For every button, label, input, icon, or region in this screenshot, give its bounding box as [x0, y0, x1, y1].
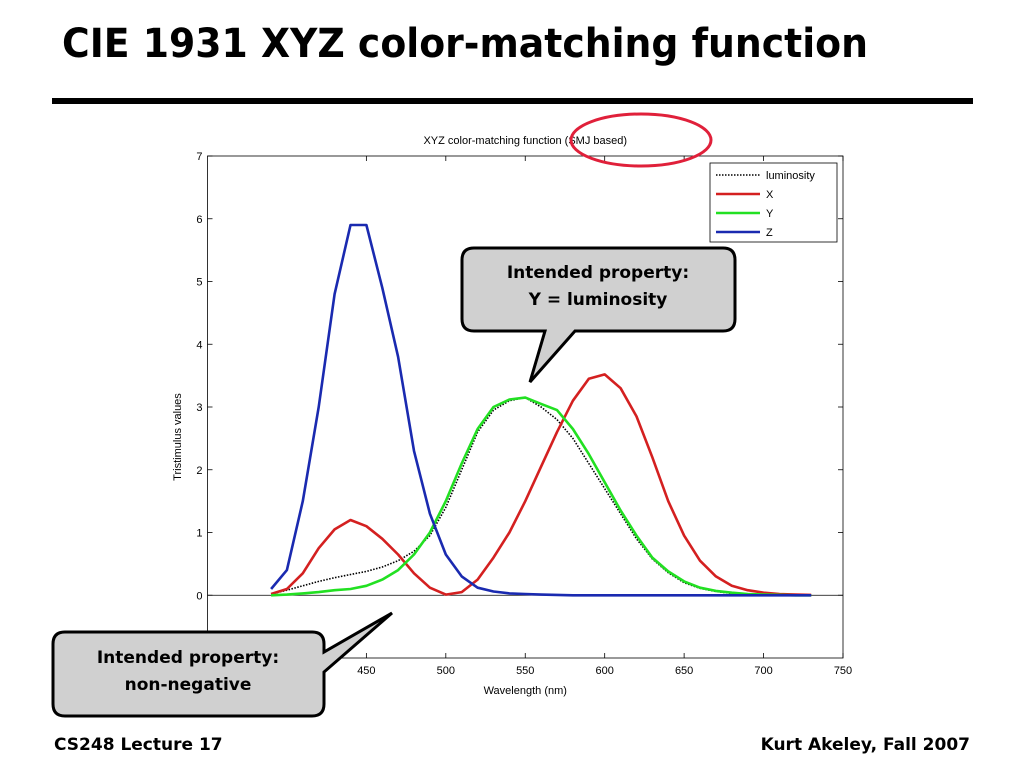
chart: XYZ color-matching function (SMJ based) W… [172, 135, 852, 697]
legend-label: Z [766, 227, 773, 239]
x-tick-label: 600 [596, 665, 614, 677]
callout-text: Intended property: [97, 648, 279, 668]
y-axis-label: Tristimulus values [172, 393, 184, 481]
callout-text: Intended property: [507, 263, 689, 283]
chart-title: XYZ color-matching function (SMJ based) [423, 135, 627, 147]
y-tick-label: 7 [196, 151, 202, 163]
callout-text: non-negative [125, 675, 252, 695]
series-line [271, 396, 812, 597]
x-axis-label: Wavelength (nm) [484, 685, 567, 697]
y-tick-label: 3 [196, 402, 202, 414]
footer-right: Kurt Akeley, Fall 2007 [761, 735, 970, 755]
callout-bubble [460, 246, 737, 383]
y-tick-label: 4 [196, 339, 202, 351]
y-tick-label: 1 [196, 528, 202, 540]
x-tick-label: 500 [437, 665, 455, 677]
slide-title: CIE 1931 XYZ color-matching function [62, 21, 868, 67]
y-tick-label: 2 [196, 465, 202, 477]
y-tick-label: 6 [196, 214, 202, 226]
callout-text: Y = luminosity [528, 290, 668, 310]
legend-box [709, 162, 838, 243]
x-tick-label: 750 [834, 665, 852, 677]
legend-label: X [766, 189, 774, 201]
x-tick-label: 700 [754, 665, 772, 677]
footer-left: CS248 Lecture 17 [54, 735, 223, 755]
title-rule [52, 98, 973, 104]
x-tick-label: 650 [675, 665, 693, 677]
legend-label: Y [766, 208, 774, 220]
series-line [270, 223, 812, 597]
x-tick-label: 450 [357, 665, 375, 677]
legend-label: luminosity [766, 170, 815, 182]
y-tick-label: 0 [196, 590, 202, 602]
callout-bubble [51, 611, 393, 718]
y-tick-label: 5 [196, 277, 202, 289]
x-tick-label: 550 [516, 665, 534, 677]
highlight-ellipse [569, 112, 713, 168]
series-line [270, 373, 812, 597]
